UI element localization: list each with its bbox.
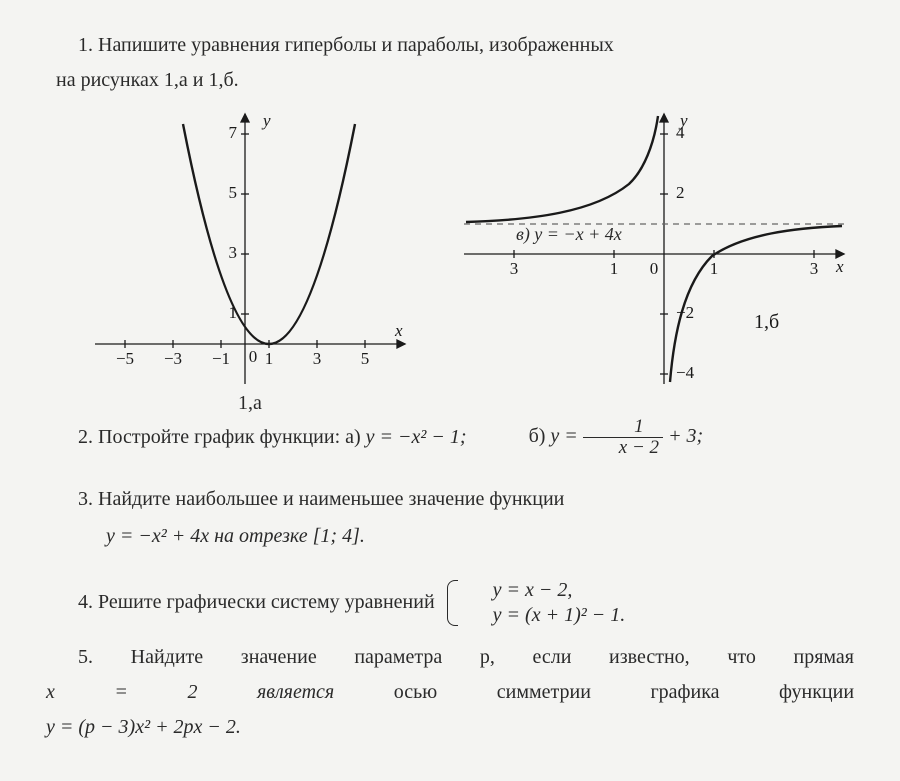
problem-5-line1-wrap: 5. Найдите значение параметра p, если из… [46,642,854,673]
problem-1-text-2: на рисунках 1,а и 1,б. [56,69,239,91]
fig-a-xtick-6: 5 [361,349,370,368]
problem-2-number: 2. [78,426,93,448]
fig-b-xt-4: 3 [810,259,819,278]
fig-a-x-label: x [394,321,403,340]
problem-1: 1. Напишите уравнения гиперболы и парабо… [46,30,854,61]
figure-a: y x −5 −3 −1 0 1 3 5 1 3 5 7 [56,104,444,415]
problem-5-line2-wrap: x = 2 является осью симметрии графика фу… [46,677,854,708]
problem-5-number: 5. [78,646,93,668]
problem-2-eq-b-suf: + 3; [668,425,703,447]
fig-a-xtick-0: −5 [116,349,134,368]
figure-b: y x 3 1 0 1 3 2 4 −2 −4 в) [454,104,854,415]
problem-2-eq-b-pre: y = [550,425,577,447]
figure-a-caption: 1,а [56,392,444,415]
problem-4-number: 4. [78,591,93,613]
problem-4-lead-wrap: 4. Решите графически систему уравнений [46,587,435,618]
problem-4-sys2: y = (x + 1)² − 1. [461,603,626,628]
fig-b-overlay: в) y = −x + 4x [516,224,622,245]
fig-a-xtick-4: 1 [265,349,274,368]
problem-5-line3: y = (p − 3)x² + 2px − 2. [46,716,241,738]
problem-3-line2-wrap: y = −x² + 4x на отрезке [1; 4]. [46,521,854,552]
fig-a-ytick-2: 5 [229,183,238,202]
fig-b-yt-n1: −4 [676,363,695,382]
problem-5-l2e: функции [779,681,854,703]
problem-2-b-label: б) [529,425,546,447]
fig-a-xtick-2: −1 [212,349,230,368]
problem-5-l2d: графика [650,681,719,703]
fig-b-yt-n0: −2 [676,303,694,322]
fig-a-xtick-5: 3 [313,349,322,368]
problem-2-frac-num: 1 [583,417,663,438]
problem-2-lead-text: Постройте график функции: а) [98,426,361,448]
fig-b-x-label: x [835,257,844,276]
problem-5-line3-wrap: y = (p − 3)x² + 2px − 2. [46,712,854,743]
problem-4-system: y = x − 2, y = (x + 1)² − 1. [447,578,626,628]
problem-3: 3. Найдите наибольшее и наименьшее значе… [46,484,854,515]
problem-3-line1: Найдите наибольшее и наименьшее значение… [98,488,564,510]
fig-b-yt-p0: 2 [676,183,685,202]
fig-a-ytick-3: 7 [229,123,238,142]
problem-1-text-1: Напишите уравнения гиперболы и параболы,… [98,34,614,56]
problem-4: 4. Решите графически систему уравнений y… [46,578,854,628]
problem-1-cont: на рисунках 1,а и 1,б. [46,65,854,96]
fig-a-ytick-1: 3 [229,243,238,262]
figure-b-caption: 1,б [754,311,779,333]
problem-5-l2b: осью [394,681,437,703]
problem-2-eq-a: y = −x² − 1; [366,426,467,448]
fig-b-xt-2: 0 [650,259,659,278]
problem-5-line1: Найдите значение параметра p, если извес… [131,646,854,668]
problem-3-number: 3. [78,488,93,510]
problem-2-lead: 2. Постройте график функции: а) y = −x² … [46,426,467,449]
fig-a-ytick-0: 1 [229,303,238,322]
figure-a-svg: y x −5 −3 −1 0 1 3 5 1 3 5 7 [85,104,415,394]
fig-b-xt-0: 3 [510,259,519,278]
fig-b-yt-p1: 4 [676,123,685,142]
problem-5-l2c: симметрии [497,681,591,703]
page: 1. Напишите уравнения гиперболы и парабо… [0,0,900,781]
figure-b-svg: y x 3 1 0 1 3 2 4 −2 −4 в) [454,104,854,394]
problem-4-lead: Решите графически систему уравнений [98,591,435,613]
problem-5-l2a: x = 2 является [46,681,334,703]
fig-b-xt-1: 1 [610,259,619,278]
fig-b-xt-3: 1 [710,259,719,278]
problem-2: 2. Постройте график функции: а) y = −x² … [46,417,854,458]
problem-3-line2: y = −x² + 4x на отрезке [1; 4]. [106,525,365,547]
problem-2-fraction: 1 x − 2 [583,417,663,458]
problem-2-frac-den: x − 2 [583,438,663,458]
problem-2-b: б) y = 1 x − 2 + 3; [497,417,704,458]
figures-row: y x −5 −3 −1 0 1 3 5 1 3 5 7 [56,104,854,415]
fig-a-y-label: y [261,111,271,130]
problem-4-sys1: y = x − 2, [461,578,626,603]
fig-a-xtick-3: 0 [249,347,258,366]
fig-a-xtick-1: −3 [164,349,182,368]
problem-1-number: 1. [78,34,93,56]
